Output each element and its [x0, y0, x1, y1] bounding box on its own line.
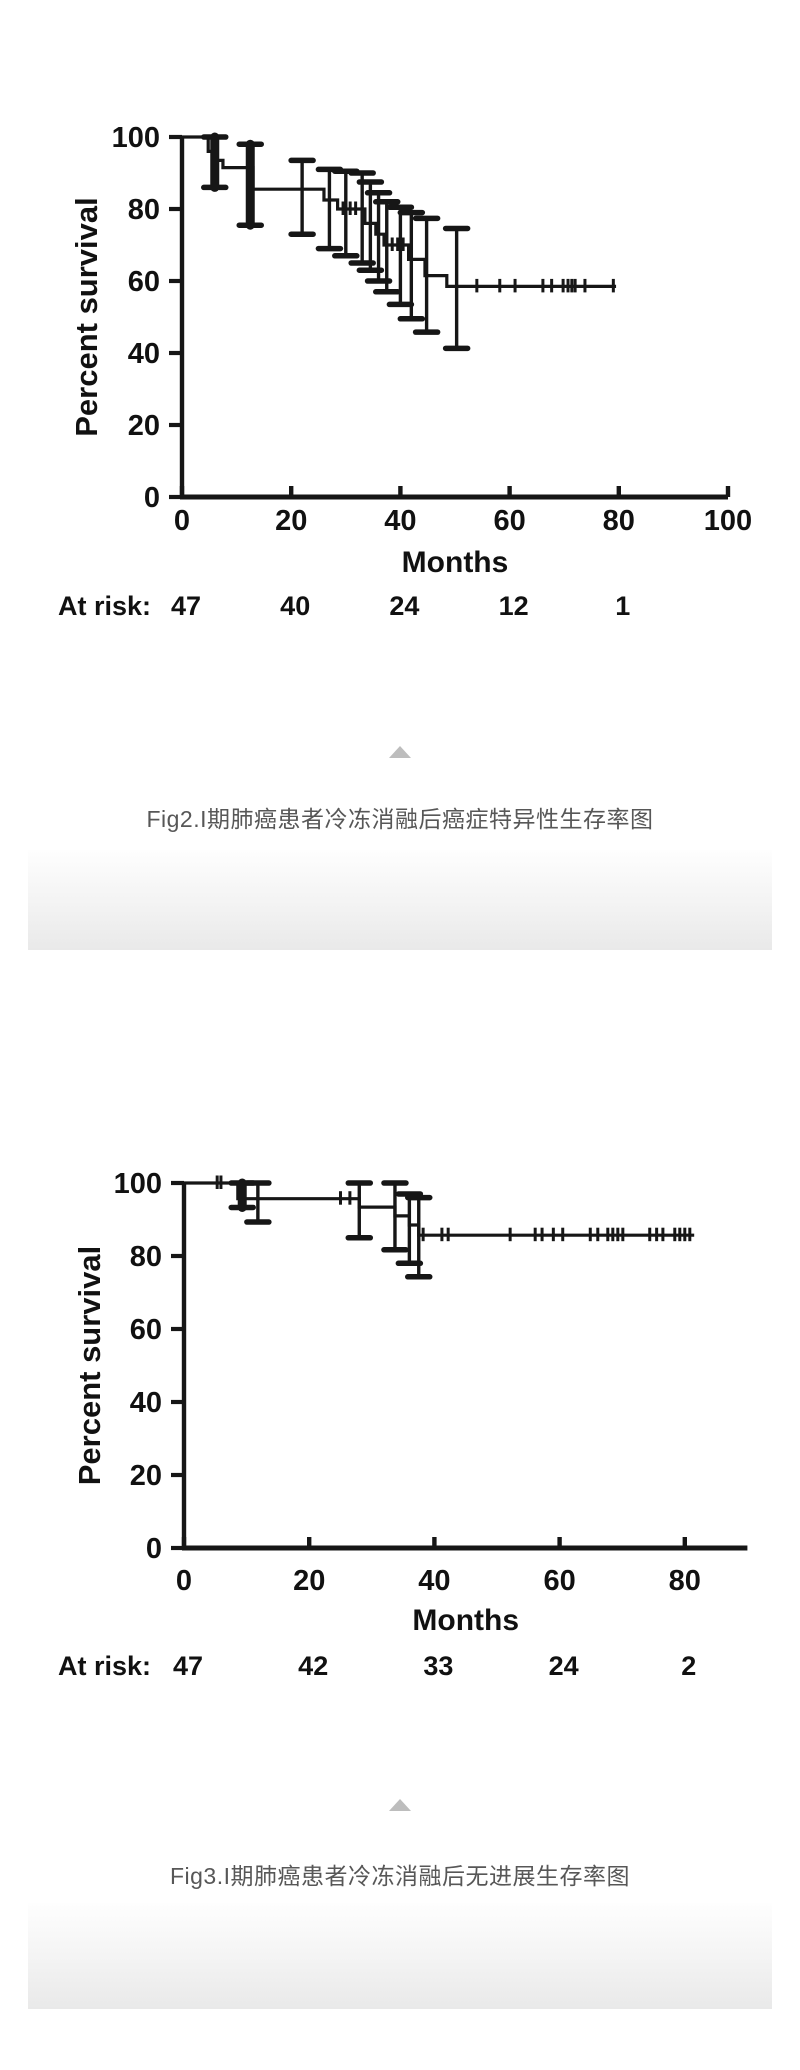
y-tick-label: 100 — [114, 1168, 162, 1200]
axis-labels: 0 20 40 60 80 100 0 20 40 60 80 Months Percent survi… — [72, 1168, 701, 1637]
y-axis-title: Percent survival — [72, 1246, 107, 1486]
up-triangle-icon — [389, 1799, 411, 1811]
fig2-cancer-specific-survival-chart: 0 20 40 60 80 100 0 20 40 60 80 100 Months Percent su… — [58, 122, 752, 621]
up-triangle-icon — [389, 746, 411, 758]
section-divider-band-2 — [28, 1903, 772, 2009]
y-tick-label: 100 — [112, 122, 160, 154]
at-risk-value: 24 — [549, 1651, 579, 1681]
fig2-caption: Fig2.I期肺癌患者冷冻消融后癌症特异性生存率图 — [146, 806, 654, 832]
y-tick-label: 20 — [128, 410, 160, 442]
x-tick-label: 20 — [275, 505, 307, 537]
x-axis-title: Months — [412, 1604, 519, 1637]
survival-curve — [184, 1181, 695, 1237]
x-axis-title: Months — [402, 546, 509, 579]
fig3-caption: Fig3.I期肺癌患者冷冻消融后无进展生存率图 — [169, 1863, 631, 1889]
x-tick-label: 60 — [493, 505, 525, 537]
error-bars — [201, 132, 471, 352]
y-tick-label: 0 — [144, 482, 160, 514]
y-axis-title: Percent survival — [69, 197, 104, 437]
at-risk-value: 47 — [173, 1651, 203, 1681]
y-tick-label: 40 — [128, 338, 160, 370]
fig3-progression-free-survival-chart: 0 20 40 60 80 100 0 20 40 60 80 Months Percent survi… — [58, 1168, 748, 1681]
y-tick-label: 40 — [130, 1387, 162, 1419]
at-risk-label: At risk: — [58, 1651, 151, 1681]
at-risk-row: At risk: 47 40 24 12 1 — [58, 591, 630, 621]
at-risk-value: 40 — [280, 591, 310, 621]
y-tick-label: 0 — [146, 1533, 162, 1565]
y-tick-label: 20 — [130, 1460, 162, 1492]
figure-divider-2 — [0, 1798, 800, 1812]
at-risk-value: 42 — [298, 1651, 328, 1681]
censor-marks — [215, 1175, 692, 1242]
at-risk-label: At risk: — [58, 591, 151, 621]
axis-labels: 0 20 40 60 80 100 0 20 40 60 80 100 Months Percent su… — [69, 122, 752, 579]
at-risk-row: At risk: 47 42 33 24 2 — [58, 1651, 696, 1681]
y-tick-label: 80 — [128, 194, 160, 226]
at-risk-value: 47 — [171, 591, 201, 621]
y-tick-label: 60 — [128, 266, 160, 298]
x-tick-label: 80 — [603, 505, 635, 537]
x-tick-label: 80 — [669, 1565, 701, 1597]
x-tick-label: 40 — [384, 505, 416, 537]
at-risk-value: 2 — [681, 1651, 696, 1681]
at-risk-value: 33 — [423, 1651, 453, 1681]
axes — [169, 134, 731, 500]
figure-divider-1 — [0, 745, 800, 759]
y-tick-label: 80 — [130, 1241, 162, 1273]
x-tick-label: 100 — [704, 505, 752, 537]
error-bars — [228, 1178, 433, 1280]
at-risk-value: 12 — [499, 591, 529, 621]
at-risk-value: 1 — [615, 591, 630, 621]
at-risk-value: 24 — [389, 591, 419, 621]
x-tick-label: 40 — [418, 1565, 450, 1597]
x-tick-label: 60 — [543, 1565, 575, 1597]
axes — [171, 1180, 748, 1551]
censor-marks — [341, 201, 615, 293]
x-tick-label: 0 — [176, 1565, 192, 1597]
section-divider-band-1 — [28, 850, 772, 950]
y-tick-label: 60 — [130, 1314, 162, 1346]
x-tick-label: 0 — [174, 505, 190, 537]
x-tick-label: 20 — [293, 1565, 325, 1597]
